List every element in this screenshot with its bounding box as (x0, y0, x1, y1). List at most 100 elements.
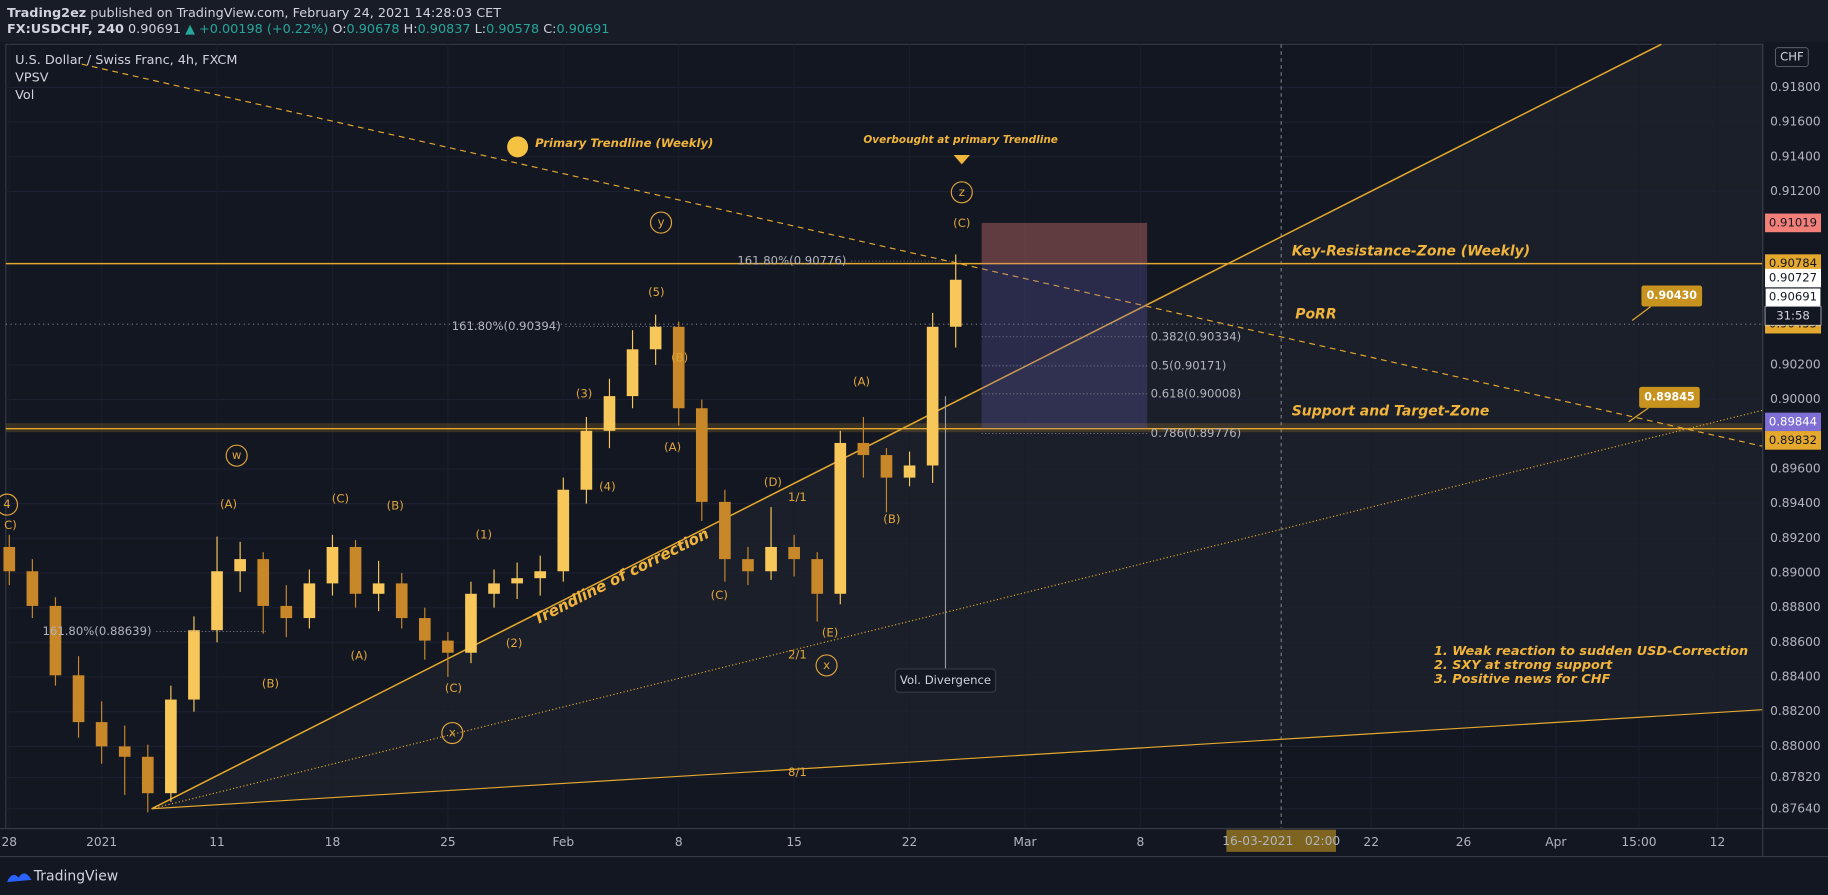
wave-label: (A) (351, 649, 368, 663)
y-tick-label: 0.89000 (1770, 565, 1821, 579)
ohlc-value: 0.90578 (486, 22, 539, 37)
wave-label: (5) (648, 285, 665, 299)
price-label: 0.89832 (1769, 433, 1817, 447)
ohlc-key: L: (475, 22, 486, 37)
symbol-line: FX:USDCHF, 240 0.90691 ▲ +0.00198 (+0.22… (7, 22, 609, 37)
y-tick-label: 0.91400 (1770, 149, 1821, 163)
circled-label: x (449, 726, 456, 740)
support-zone (5, 423, 1763, 433)
primary-trendline (81, 63, 1763, 447)
y-tick-label: 0.89400 (1770, 496, 1821, 510)
wave-label: (C) (445, 681, 462, 695)
candle-body (165, 699, 177, 794)
header-line: Trading2ez published on TradingView.com,… (7, 5, 501, 20)
wave-circle (649, 211, 673, 234)
candle-body (141, 756, 154, 794)
candle-body (534, 571, 547, 579)
candle-body (72, 675, 85, 723)
candle-body (834, 442, 847, 594)
chart-title: U.S. Dollar / Swiss Franc, 4h, FXCM (15, 53, 237, 68)
wave-label: (B) (262, 677, 279, 691)
ohlc-value: 0.90678 (347, 22, 400, 37)
crosshair-label: 16-03-2021 02:00 (1222, 834, 1340, 848)
x-tick-label: 18 (325, 835, 341, 849)
ohlc-key: C: (543, 22, 556, 37)
plot-area (5, 43, 1764, 830)
candle-body (488, 583, 500, 594)
wave-label: C) (4, 518, 17, 532)
y-tick-label: 0.87640 (1770, 801, 1821, 815)
candles (3, 254, 962, 813)
candle-body (372, 583, 385, 594)
candle-body (695, 408, 708, 502)
wave-label: (1) (476, 527, 493, 541)
logo: TradingView (6, 868, 118, 884)
candle-body (742, 559, 754, 572)
y-tick-label: 0.89600 (1770, 461, 1821, 475)
wave-label: (B) (883, 512, 900, 526)
y-tick-label: 0.90000 (1770, 392, 1821, 406)
x-tick-label: Mar (1013, 835, 1037, 849)
currency-box (1775, 47, 1809, 67)
wave-label: (C) (711, 588, 728, 602)
annotation: Overbought at primary Trendline (863, 134, 1058, 146)
indicator: Vol (15, 88, 34, 103)
stop-zone (981, 222, 1148, 264)
wave-label: (4) (599, 480, 616, 494)
y-tick-label: 0.91600 (1770, 115, 1821, 129)
candle-body (903, 465, 916, 478)
fib-label: 161.80%(0.88639) (43, 624, 152, 638)
circled-label: 4 (3, 497, 10, 511)
fib-label: 0.786(0.89776) (1151, 426, 1242, 440)
wave-label: (B) (387, 498, 404, 512)
candle-body (557, 489, 570, 572)
price-label: 0.89844 (1769, 414, 1817, 428)
callout: 0.90430 (1647, 289, 1698, 302)
note: 1. Weak reaction to sudden USD-Correctio… (1434, 644, 1748, 659)
x-tick-label: Apr (1545, 835, 1567, 849)
candle-body (326, 546, 339, 584)
x-tick-label: 2021 (86, 835, 117, 849)
circled-label: x (823, 658, 830, 672)
callout-pointer (1628, 407, 1649, 423)
x-tick-label: 22 (902, 835, 918, 849)
y-tick-label: 0.88000 (1770, 739, 1821, 753)
candle-body (280, 605, 293, 619)
candle-body (603, 396, 616, 431)
currency: CHF (1780, 50, 1804, 64)
wave-label: 8/1 (788, 765, 807, 779)
x-tick-label: 15:00 (1621, 835, 1656, 849)
callout-box (1639, 386, 1700, 408)
note: 2. SXY at strong support (1434, 658, 1613, 673)
author: Trading2ez (7, 5, 86, 20)
wave-label: 2/1 (788, 647, 807, 661)
y-tick-label: 0.89200 (1770, 531, 1821, 545)
wave-label: (A) (220, 497, 237, 511)
dotted-trendline (151, 409, 1763, 810)
divergence-box (894, 668, 997, 693)
wave-label: (D) (764, 475, 782, 489)
candle-body (442, 640, 454, 653)
last-price: 0.90691 (128, 22, 181, 37)
annotation: Primary Trendline (Weekly) (535, 136, 713, 150)
candle-body (26, 571, 39, 606)
candle-body (811, 559, 824, 594)
countdown-box (1764, 306, 1822, 326)
candle-body (349, 546, 362, 594)
candle-body (788, 546, 800, 560)
price-label-box (1765, 268, 1822, 288)
callout-pointer (1631, 306, 1652, 321)
candle-body (418, 618, 431, 641)
crosshair-label-box (1226, 829, 1336, 852)
candle-body (49, 605, 62, 676)
target-zone (981, 263, 1148, 429)
callout: 0.89845 (1644, 390, 1694, 403)
y-tick-label: 0.88800 (1770, 600, 1821, 614)
wave-label: (C) (953, 216, 970, 230)
wave-circle (225, 444, 248, 467)
candle-body (649, 326, 662, 350)
header-bar (0, 0, 1828, 42)
logo-icon (6, 873, 32, 883)
